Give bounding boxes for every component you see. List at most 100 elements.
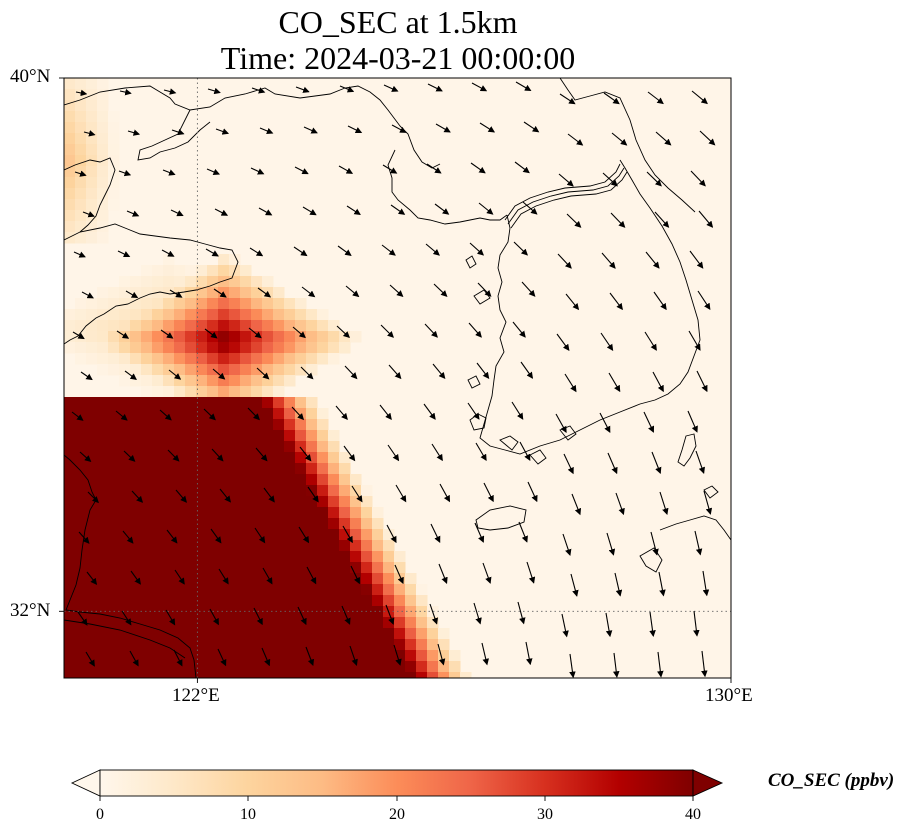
field-cell — [163, 452, 175, 464]
field-cell — [152, 320, 164, 332]
wind-arrow — [471, 82, 488, 92]
field-cell — [141, 397, 153, 409]
field-cell — [119, 496, 131, 508]
field-cell — [108, 584, 120, 596]
wind-arrow — [250, 167, 265, 175]
field-cell — [317, 573, 329, 585]
field-cell — [119, 287, 131, 299]
field-cell — [328, 342, 340, 354]
wind-arrow — [130, 570, 141, 585]
field-cell — [339, 463, 351, 475]
field-cell — [229, 507, 241, 519]
field-cell — [317, 496, 329, 508]
field-cell — [86, 452, 98, 464]
field-cell — [240, 386, 252, 398]
field-cell — [361, 650, 373, 662]
field-cell — [141, 496, 153, 508]
field-cell — [229, 309, 241, 321]
wind-arrow — [125, 290, 139, 299]
field-cell — [295, 397, 307, 409]
field-cell — [273, 342, 285, 354]
field-cell — [273, 474, 285, 486]
field-cell — [141, 309, 153, 321]
wind-arrow — [162, 169, 176, 176]
wind-arrow — [701, 650, 708, 678]
field-cell — [262, 639, 274, 651]
field-cell — [339, 342, 351, 354]
field-cell — [306, 463, 318, 475]
field-cell — [218, 265, 230, 277]
field-cell — [163, 672, 175, 678]
field-cell — [86, 441, 98, 453]
field-cell — [306, 397, 318, 409]
field-cell — [229, 672, 241, 678]
field-cell — [207, 540, 219, 552]
field-cell — [240, 661, 252, 673]
field-cell — [141, 353, 153, 365]
field-cell — [229, 331, 241, 343]
field-cell — [86, 309, 98, 321]
field-cell — [251, 452, 263, 464]
field-cell — [174, 529, 186, 541]
field-cell — [273, 595, 285, 607]
field-cell — [152, 463, 164, 475]
field-cell — [141, 639, 153, 651]
field-cell — [185, 452, 197, 464]
field-cell — [86, 529, 98, 541]
wind-arrow — [526, 561, 536, 584]
field-cell — [152, 529, 164, 541]
field-cell — [130, 397, 142, 409]
field-cell — [97, 661, 109, 673]
field-cell — [108, 628, 120, 640]
wind-arrow — [386, 524, 397, 544]
wind-arrow — [438, 563, 448, 585]
field-cell — [240, 353, 252, 365]
field-cell — [185, 408, 197, 420]
wind-arrow — [469, 242, 485, 256]
field-cell — [361, 496, 373, 508]
field-cell — [284, 551, 296, 563]
field-cell — [218, 485, 230, 497]
field-cell — [108, 595, 120, 607]
field-cell — [339, 529, 351, 541]
field-cell — [372, 595, 384, 607]
field-cell — [75, 540, 87, 552]
wind-arrow — [521, 281, 536, 297]
field-cell — [185, 595, 197, 607]
field-cell — [196, 584, 208, 596]
field-cell — [152, 485, 164, 497]
field-cell — [141, 595, 153, 607]
field-cell — [207, 650, 219, 662]
field-cell — [317, 485, 329, 497]
field-cell — [405, 639, 417, 651]
wind-arrow — [569, 653, 576, 678]
field-cell — [185, 628, 197, 640]
field-cell — [64, 221, 76, 233]
wind-arrow — [424, 323, 438, 338]
field-cell — [152, 353, 164, 365]
field-cell — [141, 463, 153, 475]
field-cell — [152, 562, 164, 574]
wind-arrow — [523, 121, 540, 133]
wind-arrow — [291, 406, 305, 421]
field-cell — [97, 562, 109, 574]
field-cell — [284, 309, 296, 321]
field-cell — [317, 331, 329, 343]
field-cell — [262, 298, 274, 310]
field-cell — [86, 639, 98, 651]
field-cell — [361, 562, 373, 574]
field-cell — [240, 287, 252, 299]
field-cell — [75, 661, 87, 673]
field-cell — [295, 408, 307, 420]
field-cell — [207, 397, 219, 409]
field-cell — [229, 485, 241, 497]
wind-arrow — [651, 451, 662, 475]
field-cell — [152, 298, 164, 310]
field-cell — [64, 122, 76, 134]
field-cell — [218, 430, 230, 442]
field-cell — [174, 386, 186, 398]
field-cell — [185, 441, 197, 453]
field-cell — [317, 320, 329, 332]
field-cell — [196, 298, 208, 310]
